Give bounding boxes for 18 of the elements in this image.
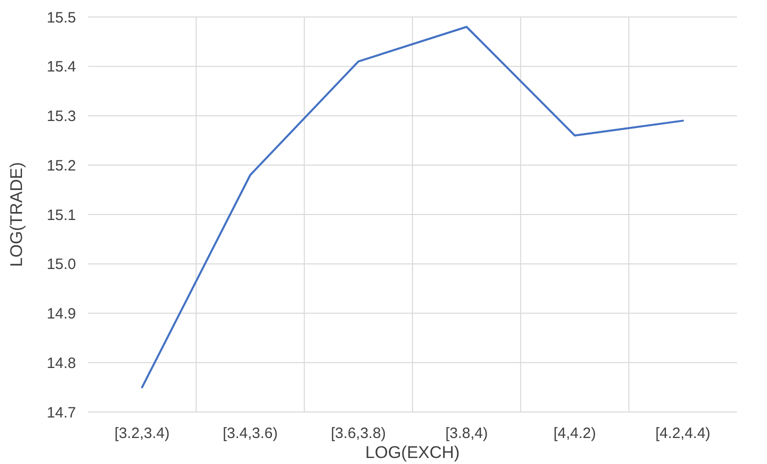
y-tick-label: 15.1	[46, 206, 76, 224]
y-tick-label: 15.2	[46, 157, 76, 174]
x-tick-label: [4,4.2)	[553, 425, 596, 442]
line-series	[141, 26, 684, 388]
y-tick-label: 14.9	[46, 306, 76, 322]
x-tick-label: [3.8,4)	[445, 425, 488, 442]
x-tick-label: [3.6,3.8)	[330, 425, 386, 442]
y-tick-label: 14.7	[46, 404, 76, 422]
x-tick-label: [4.2,4.4)	[655, 425, 710, 442]
y-tick-label: 14.8	[46, 354, 76, 372]
x-tick-label: [3.2,3.4)	[114, 425, 170, 442]
x-axis-title: LOG(EXCH)	[365, 443, 460, 462]
y-tick-label: 15.4	[46, 58, 76, 76]
x-tick-label: [3.4,3.6)	[222, 425, 278, 442]
y-tick-label: 15.0	[46, 256, 76, 274]
y-tick-label: 15.3	[46, 108, 76, 125]
y-tick-label: 15.5	[46, 9, 76, 26]
y-axis-title: LOG(TRADE)	[7, 162, 26, 267]
